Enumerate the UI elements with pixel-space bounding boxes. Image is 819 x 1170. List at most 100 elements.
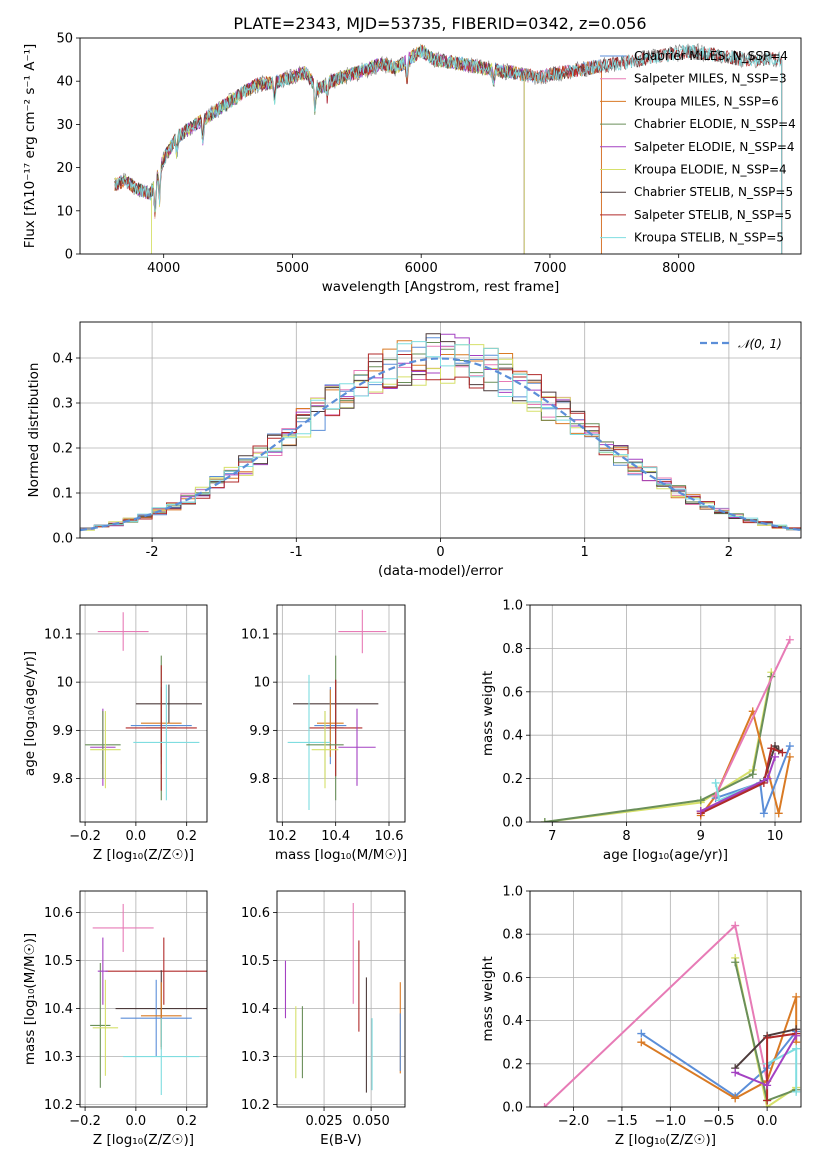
plot-area [287, 609, 387, 810]
plus-marker [696, 807, 705, 816]
plot-area [540, 635, 794, 822]
axes-frame [529, 604, 802, 823]
y-axis-label: Flux [fλ10⁻¹⁷ erg cm⁻² s⁻¹ A⁻¹] [22, 44, 38, 249]
y-tick-label: 10.6 [241, 906, 270, 921]
plus-marker [792, 992, 801, 1001]
y-tick-label: 0.2 [52, 442, 73, 457]
axes-frame [276, 604, 406, 823]
x-tick-label: 0.0 [757, 1114, 778, 1129]
histogram-step [80, 333, 801, 529]
y-tick-label: 30 [56, 118, 73, 133]
errorbar-point [105, 937, 207, 1005]
x-tick-label: 7000 [533, 261, 566, 276]
x-tick-label: −1.5 [606, 1114, 638, 1129]
y-tick-label: 0.8 [502, 642, 523, 657]
legend-label: Chabrier ELODIE, N_SSP=4 [634, 117, 796, 131]
panel-age-vs-mass: 10.2 10.4 10.6 9.8 9.9 10 10.1 mass [log₁₀(M/M☉… [241, 604, 407, 863]
axes-frame [79, 37, 802, 255]
axes-frame [529, 890, 802, 1108]
panel-spectrum: 4000 5000 6000 7000 8000 0 10 20 30 40 50 wavelengt… [22, 32, 802, 295]
y-tick-label: 10.1 [44, 627, 73, 642]
x-tick-label: 10.2 [268, 829, 297, 844]
model-spectrum-line [114, 44, 782, 213]
weight-line [544, 676, 773, 822]
panel-mass-vs-EBV: 0.025 0.050 10.2 10.3 10.4 10.5 10.6 E(B-V) [241, 890, 406, 1148]
axes-frame [79, 890, 208, 1108]
axes-frame [79, 321, 802, 539]
legend-label: Kroupa ELODIE, N_SSP=4 [634, 163, 787, 177]
y-tick-label: 0.6 [502, 971, 523, 986]
y-tick-label: 0.1 [52, 487, 73, 502]
gaussian-curve [80, 357, 801, 532]
plus-marker [778, 748, 787, 757]
x-tick-label: 0.2 [176, 1114, 197, 1129]
weight-line [714, 639, 791, 797]
legend-label: Salpeter STELIB, N_SSP=5 [634, 208, 792, 222]
y-tick-label: 10.4 [44, 1002, 73, 1017]
x-axis-label: Z [log₁₀(Z/Z☉)] [93, 847, 194, 863]
x-tick-label: −0.2 [69, 829, 101, 844]
plot-area [90, 903, 207, 1095]
errorbar-point [90, 711, 121, 789]
plus-marker [792, 1031, 801, 1040]
panel-age-vs-Z: −0.2 0.0 0.2 9.8 9.9 10 10.1 Z [log₁₀(Z/Z☉)] age… [22, 604, 208, 863]
weight-line [543, 923, 769, 1107]
plus-marker [540, 1103, 549, 1107]
x-axis-label: wavelength [Angstrom, rest frame] [322, 279, 560, 295]
y-tick-label: 10 [253, 676, 270, 691]
y-tick-label: 10.2 [241, 1098, 270, 1113]
errorbar-point [317, 689, 344, 757]
y-tick-label: 10.1 [241, 627, 270, 642]
legend-label: 𝒩(0, 1) [738, 337, 782, 351]
weight-line [700, 708, 791, 817]
y-tick-label: 9.9 [52, 724, 73, 739]
x-tick-label: 10.4 [321, 829, 350, 844]
x-tick-label: 0.025 [305, 1114, 342, 1129]
y-tick-label: 10 [56, 676, 73, 691]
errorbar-point [120, 979, 192, 1057]
y-axis-label: mass weight [480, 956, 496, 1041]
x-tick-label: -1 [290, 545, 303, 560]
plus-marker [540, 818, 549, 822]
x-tick-label: 0.2 [176, 829, 197, 844]
x-tick-label: 4000 [147, 261, 180, 276]
errorbar-point [125, 665, 197, 791]
errorbar-point [133, 684, 200, 801]
y-tick-label: 0.4 [502, 729, 523, 744]
y-tick-label: 10.6 [44, 906, 73, 921]
plus-marker [731, 921, 740, 930]
plus-marker [763, 1081, 772, 1090]
plus-marker [763, 774, 772, 783]
x-tick-label: 8000 [662, 261, 695, 276]
plus-marker [771, 752, 780, 761]
y-tick-label: 10.4 [241, 1002, 270, 1017]
y-tick-label: 10.3 [44, 1050, 73, 1065]
x-tick-label: 0.050 [353, 1114, 390, 1129]
weight-line [700, 746, 783, 815]
plus-marker [785, 742, 794, 751]
plus-marker [748, 770, 757, 779]
x-axis-label: mass [log₁₀(M/M☉)] [275, 847, 407, 863]
y-tick-label: 0.3 [52, 397, 73, 412]
plus-marker [763, 1096, 772, 1105]
y-tick-label: 0.4 [502, 1014, 523, 1029]
plus-marker [774, 809, 783, 818]
histogram-step [80, 353, 801, 529]
x-tick-label: 2 [725, 545, 733, 560]
x-tick-label: 10 [767, 829, 784, 844]
x-tick-label: −0.5 [703, 1114, 735, 1129]
x-axis-label: (data-model)/error [378, 563, 504, 579]
figure-title: PLATE=2343, MJD=53735, FIBERID=0342, z=0… [233, 14, 646, 33]
legend-label: Chabrier MILES, N_SSP=4 [634, 49, 788, 63]
y-tick-label: 0.2 [502, 772, 523, 787]
x-tick-label: 0.0 [126, 829, 147, 844]
errorbar-point [90, 963, 111, 1088]
plus-marker [731, 958, 740, 967]
y-tick-label: 10.2 [44, 1098, 73, 1113]
x-axis-label: Z [log₁₀(Z/Z☉)] [615, 1132, 716, 1148]
legend-label: Salpeter ELODIE, N_SSP=4 [634, 140, 795, 154]
y-axis-label: mass weight [480, 671, 496, 756]
errorbar-point [85, 711, 121, 779]
y-tick-label: 10.5 [241, 954, 270, 969]
